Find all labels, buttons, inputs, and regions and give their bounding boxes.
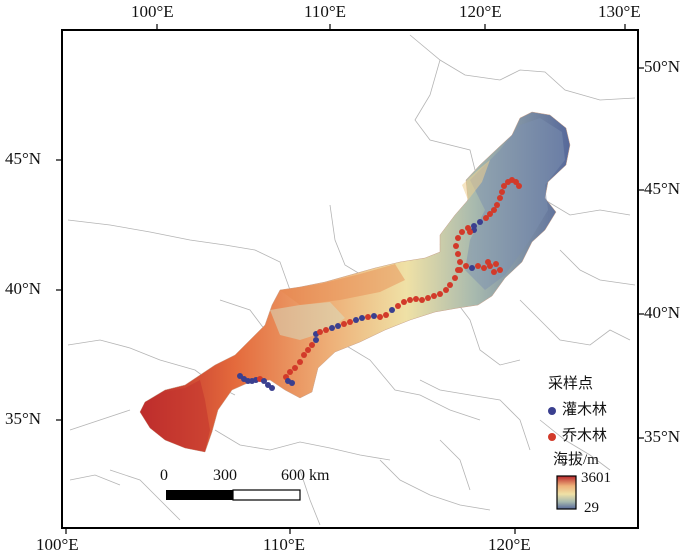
top-lon-label: 100°E: [131, 2, 174, 21]
tree-sample-point: [453, 243, 459, 249]
tree-sample-point: [395, 303, 401, 309]
tree-sample-point: [485, 259, 491, 265]
tree-sample-point: [494, 202, 500, 208]
shrub-sample-point: [313, 337, 319, 343]
shrub-sample-point: [289, 380, 295, 386]
tree-sample-point: [459, 229, 465, 235]
tree-sample-point: [491, 207, 497, 213]
elevation-max-label: 3601: [581, 470, 611, 486]
map-frame: [61, 29, 639, 529]
axis-ticks: [56, 24, 644, 534]
legend-title: 采样点: [548, 376, 594, 392]
tree-sample-point: [497, 267, 503, 273]
shrub-sample-point: [469, 265, 475, 271]
tree-sample-point: [365, 314, 371, 320]
scale-bar: [166, 489, 301, 501]
top-lon-label: 120°E: [459, 2, 502, 21]
tree-sample-point: [305, 347, 311, 353]
tree-sample-point: [455, 251, 461, 257]
left-lat-label: 40°N: [5, 279, 42, 298]
left-lat-label: 45°N: [5, 149, 42, 168]
tree-sample-point: [377, 314, 383, 320]
shrub-sample-point: [371, 313, 377, 319]
shrub-sample-point: [335, 323, 341, 329]
tree-sample-point: [457, 259, 463, 265]
tree-sample-point: [457, 267, 463, 273]
tree-sample-point: [497, 195, 503, 201]
sample-points: [237, 177, 522, 391]
shrub-sample-point: [477, 219, 483, 225]
right-lat-label: 35°N: [644, 427, 681, 446]
tree-sample-point: [292, 365, 298, 371]
shrub-sample-point: [353, 317, 359, 323]
tree-sample-point: [419, 297, 425, 303]
legend-item-shrub: 灌木林: [548, 398, 607, 419]
tree-sample-point: [483, 215, 489, 221]
tree-sample-point: [431, 293, 437, 299]
tree-sample-point: [309, 342, 315, 348]
shrub-sample-point: [359, 315, 365, 321]
tree-sample-point: [407, 297, 413, 303]
legend-item-tree: 乔木林: [548, 424, 607, 445]
tree-sample-point: [401, 299, 407, 305]
shrub-sample-point: [261, 378, 267, 384]
tree-sample-point: [447, 282, 453, 288]
elevation-min-label: 29: [584, 500, 599, 516]
tree-sample-point: [499, 189, 505, 195]
bottom-lon-label: 110°E: [263, 535, 306, 554]
bottom-lon-label: 120°E: [488, 535, 531, 554]
tree-sample-point: [475, 263, 481, 269]
shrub-sample-point: [269, 385, 275, 391]
tree-sample-point: [301, 352, 307, 358]
tree-sample-point: [413, 296, 419, 302]
tree-sample-point: [452, 275, 458, 281]
right-lat-label: 40°N: [644, 303, 681, 322]
tree-sample-point: [425, 295, 431, 301]
tree-sample-point: [317, 329, 323, 335]
right-lat-label: 45°N: [644, 179, 681, 198]
elevation-legend-title: 海拔/m: [553, 452, 599, 468]
tree-sample-point: [487, 211, 493, 217]
shrub-marker-icon: [548, 406, 556, 415]
legend-item-label: 乔木林: [562, 428, 608, 444]
tree-sample-point: [437, 291, 443, 297]
tree-marker-icon: [548, 432, 556, 441]
tree-sample-point: [443, 287, 449, 293]
tree-sample-point: [297, 359, 303, 365]
top-lon-label: 130°E: [598, 2, 641, 21]
tree-sample-point: [481, 265, 487, 271]
tree-sample-point: [467, 229, 473, 235]
scale-label-0: 0: [160, 467, 168, 484]
shrub-sample-point: [329, 325, 335, 331]
tree-sample-point: [501, 183, 507, 189]
right-lat-label: 50°N: [644, 57, 681, 76]
scale-label-600: 600 km: [281, 467, 330, 484]
elevation-region: [139, 111, 571, 453]
left-lat-label: 35°N: [5, 409, 42, 428]
legend-item-label: 灌木林: [562, 402, 608, 418]
tree-sample-point: [341, 321, 347, 327]
tree-sample-point: [287, 369, 293, 375]
scale-label-300: 300: [213, 467, 237, 484]
tree-sample-point: [493, 261, 499, 267]
tree-sample-point: [323, 327, 329, 333]
tree-sample-point: [491, 269, 497, 275]
tree-sample-point: [516, 183, 522, 189]
top-lon-label: 110°E: [304, 2, 347, 21]
tree-sample-point: [347, 319, 353, 325]
tree-sample-point: [383, 312, 389, 318]
elevation-color-bar: [556, 475, 577, 510]
tree-sample-point: [455, 235, 461, 241]
bottom-lon-label: 100°E: [36, 535, 79, 554]
province-borders: [67, 34, 636, 526]
tree-sample-point: [463, 263, 469, 269]
shrub-sample-point: [389, 307, 395, 313]
